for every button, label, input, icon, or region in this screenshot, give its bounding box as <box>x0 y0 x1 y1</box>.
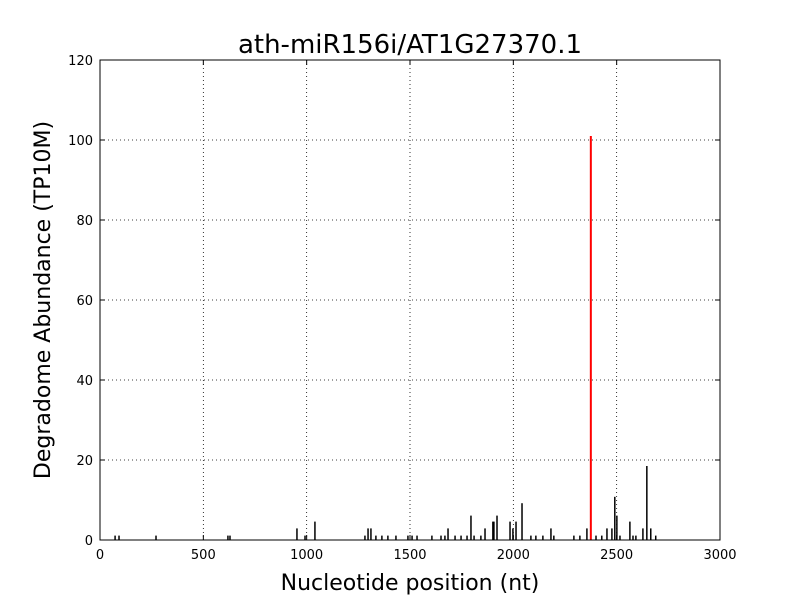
ticks: 0 500 1000 1500 2000 2500 3000 0 20 40 60 80 100 120 <box>68 54 736 563</box>
y-tick-label: 40 <box>76 374 93 389</box>
y-tick-label: 120 <box>68 54 93 69</box>
x-tick-label: 3000 <box>703 548 736 563</box>
x-tick-label: 500 <box>191 548 216 563</box>
x-tick-label: 1500 <box>393 548 426 563</box>
grid <box>99 59 721 541</box>
chart-title: ath-miR156i/AT1G27370.1 <box>238 30 582 60</box>
y-axis-label: Degradome Abundance (TP10M) <box>31 121 56 479</box>
x-tick-label: 0 <box>96 548 104 563</box>
marks <box>114 136 657 540</box>
y-tick-label: 100 <box>68 134 93 149</box>
x-tick-label: 2500 <box>600 548 633 563</box>
y-tick-label: 0 <box>85 534 93 549</box>
y-tick-label: 60 <box>76 294 93 309</box>
x-tick-label: 1000 <box>290 548 323 563</box>
x-axis-label: Nucleotide position (nt) <box>281 571 540 596</box>
x-tick-label: 2000 <box>497 548 530 563</box>
y-tick-label: 20 <box>76 454 93 469</box>
y-tick-label: 80 <box>76 214 93 229</box>
